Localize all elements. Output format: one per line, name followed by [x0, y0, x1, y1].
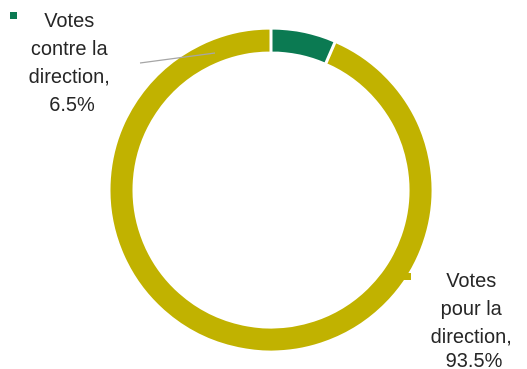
label-against-line-3: direction, [29, 66, 110, 88]
label-for: Votes pour la direction, 93.5% [431, 270, 518, 369]
slices-layer [107, 26, 435, 354]
label-for-line-3: direction, [431, 326, 512, 348]
leader-line [139, 52, 216, 64]
label-against-line-1: Votes [44, 10, 94, 32]
label-marker-for [404, 273, 411, 280]
label-against-value: 6.5% [49, 94, 95, 116]
label-marker-against [10, 12, 17, 19]
label-for-value: 93.5% [446, 350, 503, 369]
slice-votes-contre [269, 26, 338, 67]
slice-votes-pour [107, 26, 435, 354]
label-against-line-2: contre la [31, 38, 109, 60]
label-for-line-1: Votes [446, 270, 496, 292]
label-against: Votes contre la direction, 6.5% [29, 10, 116, 116]
label-for-line-2: pour la [441, 298, 503, 320]
